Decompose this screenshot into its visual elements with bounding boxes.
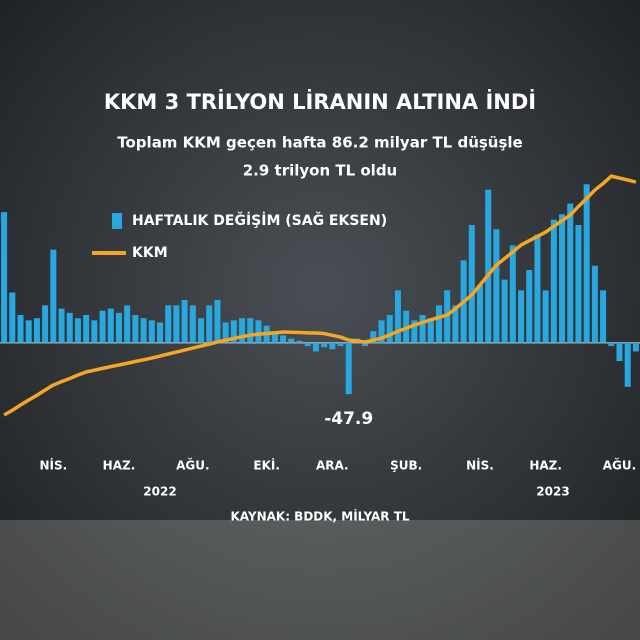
bar bbox=[452, 305, 459, 343]
bar bbox=[9, 292, 16, 343]
bar bbox=[132, 315, 139, 343]
line bbox=[3, 174, 637, 417]
bar bbox=[534, 234, 541, 343]
bar bbox=[58, 308, 65, 343]
bar bbox=[370, 331, 377, 343]
bar bbox=[509, 245, 516, 343]
bar bbox=[148, 320, 155, 343]
bar bbox=[501, 279, 508, 343]
bar bbox=[485, 189, 492, 343]
bar bbox=[386, 315, 393, 343]
bar bbox=[362, 342, 369, 347]
bar bbox=[140, 318, 147, 343]
bar bbox=[271, 331, 278, 343]
source: KAYNAK: BDDK, MİLYAR TL bbox=[230, 509, 409, 524]
bar bbox=[255, 320, 262, 343]
bar bbox=[280, 335, 287, 343]
bar bbox=[25, 320, 32, 343]
bar bbox=[608, 342, 615, 347]
bar bbox=[624, 342, 631, 387]
year-label: 2023 bbox=[536, 485, 569, 499]
bar bbox=[247, 318, 254, 343]
bar bbox=[214, 300, 221, 343]
bar bbox=[518, 290, 525, 343]
subtitle: 2.9 trilyon TL oldu bbox=[243, 162, 398, 180]
bar bbox=[329, 342, 336, 350]
x-tick-label: AĞU. bbox=[176, 458, 209, 473]
bar bbox=[419, 315, 426, 343]
bar bbox=[99, 310, 106, 343]
bar bbox=[435, 305, 442, 343]
bar bbox=[567, 203, 574, 343]
bar bbox=[542, 290, 549, 343]
x-tick-label: NİS. bbox=[466, 458, 494, 473]
bar bbox=[239, 318, 246, 343]
bar bbox=[304, 342, 311, 347]
x-tick-label: AĞU. bbox=[603, 458, 636, 473]
bar bbox=[165, 305, 172, 343]
bar bbox=[337, 342, 344, 347]
bar bbox=[66, 312, 73, 343]
bar bbox=[115, 312, 122, 343]
data-label: -47.9 bbox=[324, 409, 373, 429]
bar bbox=[230, 320, 237, 343]
bar bbox=[288, 338, 295, 343]
bar bbox=[42, 305, 49, 343]
bar bbox=[477, 285, 483, 343]
x-tick-label: HAZ. bbox=[529, 459, 562, 473]
bar bbox=[468, 225, 475, 343]
bar bbox=[394, 290, 401, 343]
bar bbox=[173, 305, 180, 343]
x-tick-label: NİS. bbox=[39, 458, 67, 473]
bar bbox=[206, 305, 213, 343]
bar bbox=[616, 342, 623, 362]
bar bbox=[189, 305, 196, 343]
bar bbox=[83, 315, 90, 343]
chart-title: KKM 3 TRİLYON LİRANIN ALTINA İNDİ bbox=[104, 89, 536, 114]
bar bbox=[321, 342, 328, 348]
bar bbox=[312, 342, 319, 352]
bar bbox=[181, 300, 188, 343]
bar bbox=[378, 320, 385, 343]
bar bbox=[124, 305, 131, 343]
bar bbox=[575, 225, 582, 343]
bar bbox=[222, 322, 229, 343]
bar bbox=[296, 340, 303, 343]
year-label: 2022 bbox=[143, 485, 176, 499]
bar bbox=[600, 290, 607, 343]
bar bbox=[493, 229, 500, 343]
background-photo bbox=[0, 520, 640, 640]
bar bbox=[345, 342, 352, 395]
bar bbox=[33, 318, 40, 343]
bar bbox=[198, 318, 205, 343]
bar bbox=[632, 342, 639, 352]
bar bbox=[74, 318, 81, 343]
bar bbox=[550, 219, 557, 343]
bar bbox=[583, 184, 590, 343]
bar bbox=[427, 318, 434, 343]
legend-swatch bbox=[112, 213, 122, 229]
x-tick-label: EKİ. bbox=[253, 458, 280, 473]
bar bbox=[91, 320, 98, 343]
x-tick-label: ŞUB. bbox=[390, 459, 422, 473]
bar bbox=[559, 214, 566, 343]
bar bbox=[157, 322, 163, 343]
bar bbox=[1, 212, 8, 343]
legend-label: KKM bbox=[132, 245, 168, 261]
x-tick-label: ARA. bbox=[316, 459, 349, 473]
bar bbox=[17, 315, 24, 343]
bar bbox=[107, 308, 114, 343]
x-tick-label: HAZ. bbox=[103, 459, 136, 473]
subtitle: Toplam KKM geçen hafta 86.2 milyar TL dü… bbox=[117, 134, 522, 152]
bar bbox=[50, 249, 57, 343]
legend-label: HAFTALIK DEĞİŞİM (SAĞ EKSEN) bbox=[132, 211, 387, 229]
bar bbox=[526, 270, 533, 343]
bar bbox=[591, 265, 598, 343]
bar bbox=[411, 320, 418, 343]
